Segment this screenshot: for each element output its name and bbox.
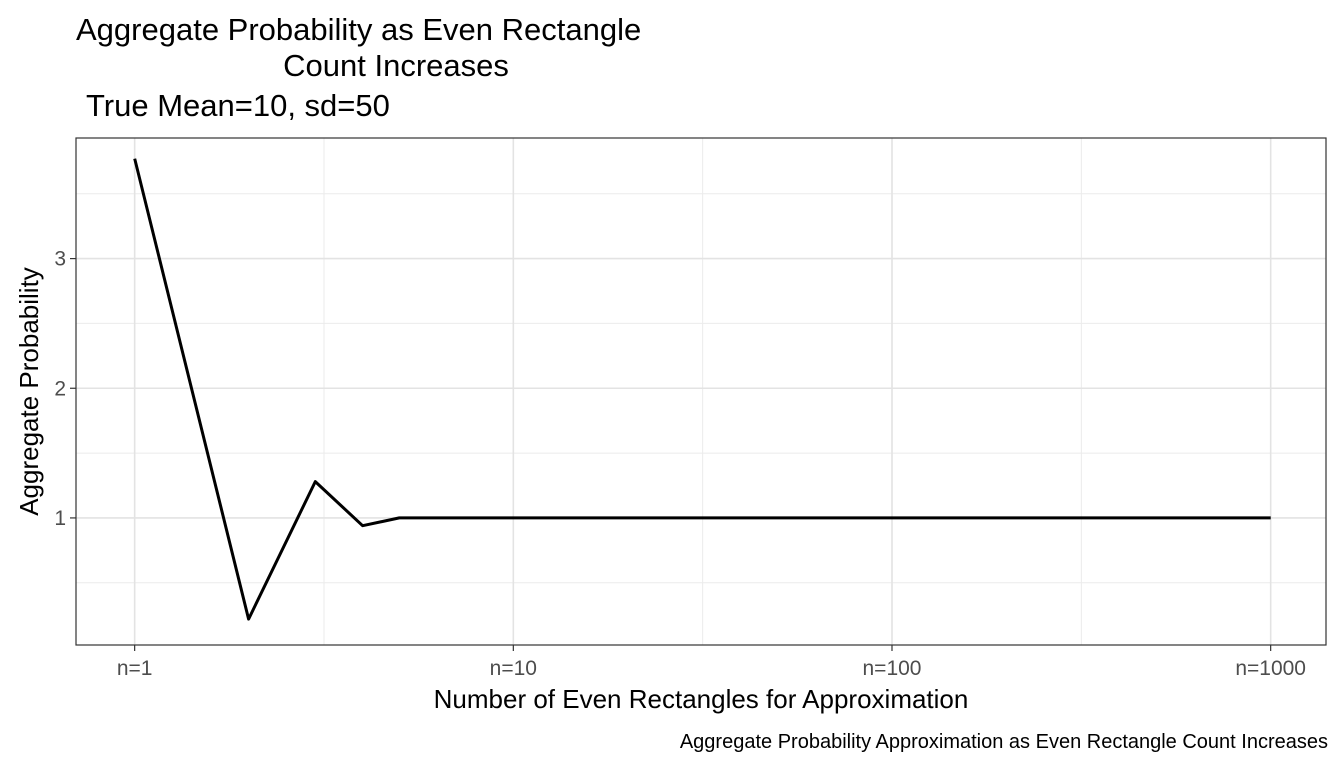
x-axis-label: Number of Even Rectangles for Approximat… <box>434 684 969 714</box>
y-tick-label: 2 <box>54 377 66 400</box>
x-tick-label: n=10 <box>490 657 537 680</box>
y-axis-label: Aggregate Probability <box>14 267 44 516</box>
y-tick-label: 1 <box>54 507 66 530</box>
axes-layer: n=1 n=10 n=100 n=1000 1 2 3 <box>54 248 1306 680</box>
series-line <box>133 158 1271 621</box>
x-tick-label: n=1 <box>117 657 153 680</box>
chart-title: Aggregate Probability as Even Rectangle … <box>76 12 716 84</box>
chart-title-line-2: Count Increases <box>283 48 509 83</box>
chart-caption: Aggregate Probability Approximation as E… <box>679 731 1328 753</box>
panel-border <box>75 137 1327 646</box>
plot-panel-background <box>76 138 1326 645</box>
chart-title-line-1: Aggregate Probability as Even Rectangle <box>76 12 642 47</box>
grid-lines <box>76 138 1326 645</box>
series-layer <box>133 158 1271 621</box>
y-tick-label: 3 <box>54 248 66 271</box>
x-tick-label: n=1000 <box>1235 657 1306 680</box>
chart-subtitle: True Mean=10, sd=50 <box>86 88 390 123</box>
x-tick-label: n=100 <box>863 657 922 680</box>
